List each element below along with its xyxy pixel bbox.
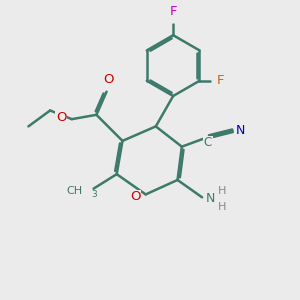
Text: O: O — [56, 111, 67, 124]
Text: F: F — [169, 5, 177, 18]
Text: C: C — [204, 136, 212, 149]
Text: N: N — [236, 124, 245, 137]
Text: H: H — [218, 202, 226, 212]
Text: O: O — [103, 73, 114, 86]
Text: 3: 3 — [91, 190, 97, 199]
Text: F: F — [217, 74, 224, 87]
Text: N: N — [206, 192, 215, 205]
Text: CH: CH — [66, 186, 82, 196]
Text: O: O — [130, 190, 140, 203]
Text: H: H — [218, 186, 226, 196]
